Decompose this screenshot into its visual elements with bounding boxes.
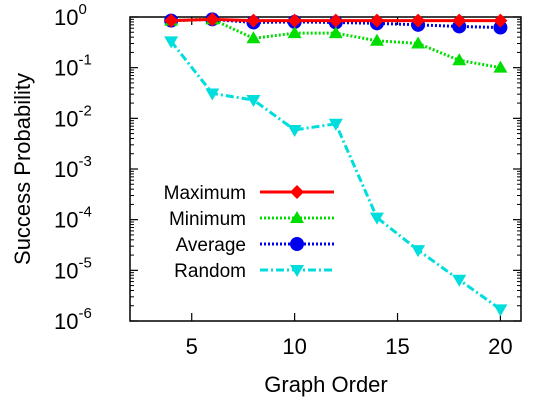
y-tick-label: 10-3 — [54, 153, 92, 182]
y-tick-label: 10-6 — [54, 305, 92, 334]
legend-entry-average: Average — [176, 235, 334, 256]
data-point-marker — [452, 53, 467, 66]
data-point-marker — [493, 60, 508, 73]
data-point-marker — [369, 212, 384, 225]
data-point-marker — [290, 211, 304, 223]
legend: Maximum Minimum Average Random — [164, 183, 334, 282]
data-point-marker — [328, 26, 343, 39]
data-point-marker — [328, 13, 343, 28]
series-random — [164, 36, 508, 317]
data-point-marker — [205, 12, 220, 27]
y-axis-label: Success Probability — [10, 73, 35, 265]
y-tick-label: 10-2 — [54, 102, 92, 131]
x-tick-label: 5 — [186, 334, 198, 359]
data-point-marker — [164, 36, 179, 49]
data-point-marker — [290, 265, 304, 277]
y-tick-label: 10-4 — [54, 204, 92, 233]
series-layer — [164, 12, 508, 317]
data-point-marker — [411, 13, 426, 28]
series-line — [169, 40, 502, 311]
data-point-marker — [369, 33, 384, 46]
data-point-marker — [493, 304, 508, 317]
data-point-marker — [411, 36, 426, 49]
legend-entry-minimum: Minimum — [169, 209, 334, 230]
data-point-marker — [287, 26, 302, 39]
y-tick-label: 10-5 — [54, 254, 92, 283]
data-point-marker — [287, 13, 302, 28]
data-point-marker — [493, 13, 508, 28]
data-point-marker — [290, 185, 304, 199]
legend-label: Minimum — [169, 209, 246, 230]
legend-entry-random: Random — [174, 261, 334, 282]
legend-label: Random — [174, 261, 246, 282]
x-axis-ticks: 5 10 15 20 — [186, 17, 513, 359]
data-point-marker — [164, 13, 179, 28]
data-point-marker — [452, 274, 467, 287]
x-axis-label: Graph Order — [264, 372, 388, 397]
data-point-marker — [290, 237, 304, 251]
data-point-marker — [246, 31, 261, 44]
x-tick-label: 10 — [282, 334, 306, 359]
y-axis-ticks: 100 10-1 10-2 10-3 10-4 10-5 10-6 — [54, 1, 521, 334]
data-point-marker — [411, 245, 426, 258]
data-point-marker — [246, 95, 261, 108]
x-tick-label: 20 — [488, 334, 512, 359]
legend-label: Average — [176, 235, 246, 256]
y-tick-label: 10-1 — [54, 52, 92, 81]
series-minimum — [164, 12, 508, 73]
data-point-marker — [369, 13, 384, 28]
data-point-marker — [452, 13, 467, 28]
legend-entry-maximum: Maximum — [164, 183, 334, 204]
y-tick-label: 100 — [54, 1, 87, 30]
legend-label: Maximum — [164, 183, 246, 204]
data-point-marker — [246, 13, 261, 28]
data-point-marker — [205, 88, 220, 101]
data-point-marker — [328, 118, 343, 131]
series-maximum — [164, 12, 508, 28]
x-tick-label: 15 — [385, 334, 409, 359]
data-point-marker — [287, 124, 302, 137]
